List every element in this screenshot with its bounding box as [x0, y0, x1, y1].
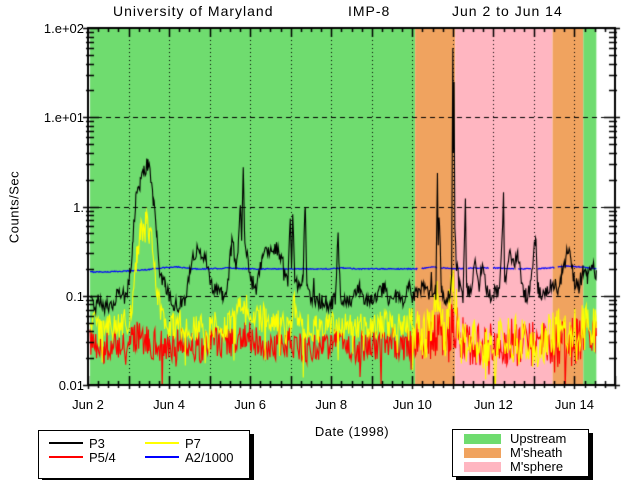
series-legend-line-sample — [145, 456, 179, 458]
region-legend-item: Upstream — [464, 431, 588, 446]
x-tick-label: Jun 2 — [72, 397, 104, 412]
region-legend-item: M'sheath — [464, 445, 588, 460]
x-tick-label: Jun 4 — [153, 397, 185, 412]
x-axis-title: Date (1998) — [314, 424, 390, 439]
y-tick-label: 1.e+01 — [43, 110, 84, 126]
series-legend-label: P3 — [89, 435, 105, 451]
chart-title-daterange: Jun 2 to Jun 14 — [452, 3, 563, 19]
series-legend-item: A2/1000 — [145, 449, 249, 465]
region-legend-item: M'sphere — [464, 459, 588, 474]
series-legend-label: P7 — [185, 435, 201, 451]
region-legend-swatch — [464, 433, 501, 444]
series-legend-line-sample — [49, 442, 83, 444]
region-legend-label: M'sphere — [510, 459, 564, 474]
x-tick-label: Jun 14 — [554, 397, 594, 412]
region-legend-swatch — [464, 447, 501, 458]
x-tick-label: Jun 8 — [315, 397, 348, 412]
y-tick-label: 0.01 — [58, 378, 84, 393]
chart-title-institution: University of Maryland — [113, 3, 274, 19]
region-legend-label: Upstream — [510, 431, 567, 446]
region-legend: Upstream M'sheath M'sphere — [452, 429, 589, 477]
series-legend-item: P7 — [145, 435, 249, 451]
region-legend-label: M'sheath — [510, 445, 563, 460]
series-legend-line-sample — [49, 456, 83, 458]
x-tick-label: Jun 10 — [392, 397, 432, 412]
chart-title-spacecraft: IMP-8 — [348, 3, 391, 19]
y-tick-label: 1. — [73, 199, 84, 215]
series-legend: P3 P5/4 P7 A2/1000 — [38, 430, 250, 479]
y-tick-label: 1.e+02 — [43, 21, 84, 36]
x-tick-label: Jun 12 — [473, 397, 513, 412]
series-legend-label: P5/4 — [89, 449, 116, 465]
series-legend-label: A2/1000 — [185, 449, 234, 465]
y-tick-label: 0.1 — [65, 288, 84, 304]
region-legend-swatch — [464, 461, 501, 472]
series-legend-item: P3 — [49, 435, 145, 451]
series-legend-item: P5/4 — [49, 449, 145, 465]
series-legend-line-sample — [145, 442, 179, 444]
x-tick-label: Jun 6 — [234, 397, 267, 412]
